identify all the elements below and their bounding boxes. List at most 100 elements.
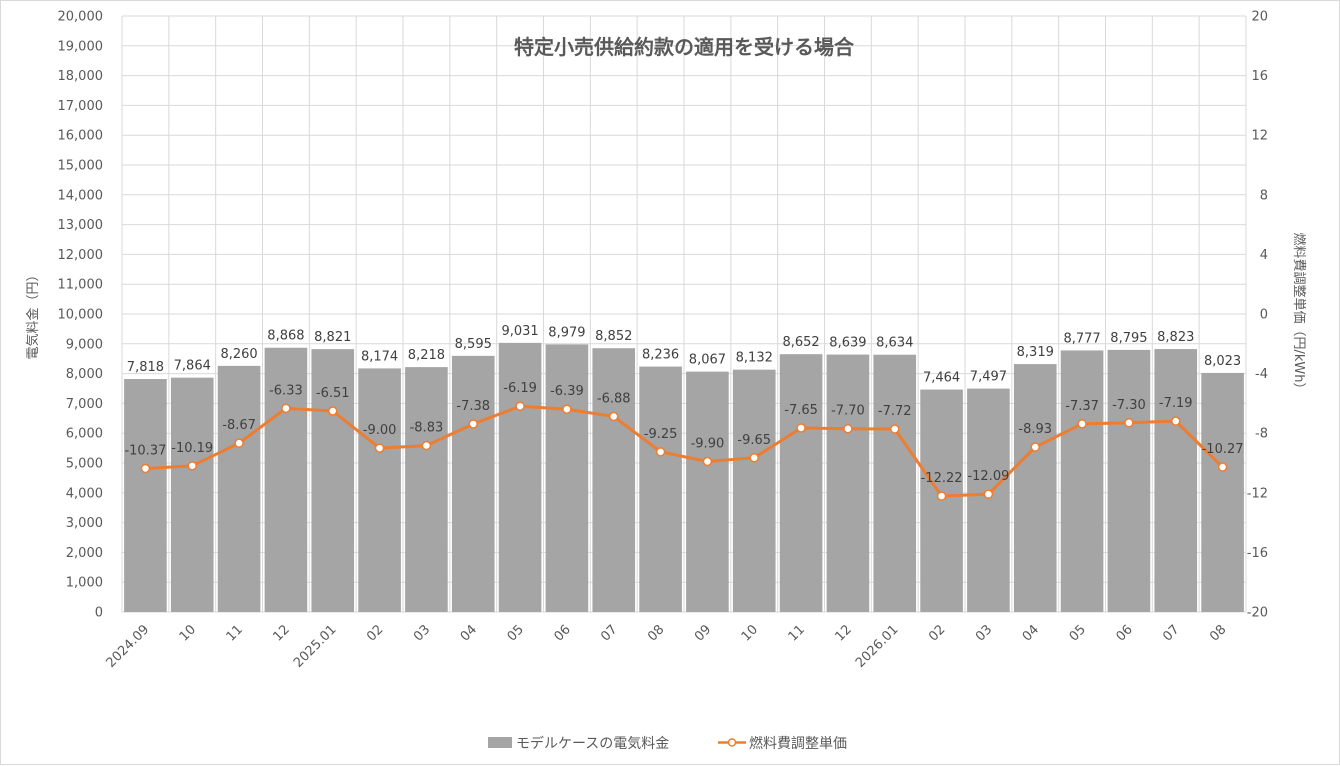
line-value-label: -6.33 [269,383,303,398]
bar [545,344,589,612]
bar [1013,364,1057,612]
y-tick-label: 20,000 [58,10,104,25]
line-value-label: -7.38 [456,399,490,414]
y-tick-label: 17,000 [58,99,104,114]
y2-tick-label: -16 [1247,546,1268,561]
x-tick-label: 10 [177,622,199,644]
line-point [843,423,853,434]
legend-line-label: 燃料費調整単価 [749,735,847,752]
bar-value-label: 8,319 [1017,345,1054,360]
bar-value-label: 8,218 [408,348,445,363]
line-point [702,456,713,467]
bar-value-label: 8,634 [876,336,913,351]
legend-bar-label: モデルケースの電気料金 [516,735,669,752]
bar [592,348,636,612]
line-value-label: -8.93 [1018,422,1052,437]
bar-value-label: 8,023 [1204,354,1241,369]
bar [1201,372,1244,612]
line-point [796,423,806,433]
line-point [281,403,291,414]
x-tick-label: 05 [1067,622,1089,644]
x-tick-label: 2024.09 [104,622,153,671]
y-tick-label: 18,000 [58,69,104,84]
y-tick-label: 9,000 [66,337,103,352]
line-point [468,419,478,429]
x-tick-label: 03 [411,622,433,644]
line-point [187,461,197,471]
line-point [421,440,432,451]
line-value-label: -7.19 [1159,396,1193,411]
y2-tick-label: -8 [1255,427,1268,442]
line-value-label: -8.67 [222,418,256,433]
x-tick-label: 12 [832,622,854,644]
bar [264,347,308,612]
x-tick-label: 05 [505,622,527,644]
line-value-label: -6.88 [597,392,631,407]
left-axis-ticks: 0 1,000 2,000 3,000 4,000 5,000 6,000 7,000 8,00… [58,10,104,621]
y-tick-label: 6,000 [66,427,103,442]
line-series [140,401,1228,501]
line-value-label: -12.22 [921,471,963,486]
bar-data-labels: 7,818 7,864 8,260 8,868 8,821 8,174 8,218 8,595… [127,324,1241,386]
line-value-label: -10.27 [1202,442,1244,457]
y2-tick-label: 20 [1251,10,1268,25]
line-point [1171,416,1181,426]
legend-line-marker [727,738,737,747]
y-tick-label: 2,000 [66,546,103,561]
bar-value-label: 7,497 [970,370,1007,385]
x-tick-label: 08 [1207,622,1229,644]
line-value-label: -10.37 [124,444,166,459]
x-tick-label: 10 [739,622,761,644]
x-tick-label: 09 [692,622,714,644]
y-tick-label: 3,000 [66,516,103,531]
y-tick-label: 12,000 [58,248,104,263]
bar-value-label: 8,174 [361,349,398,364]
line-value-label: -9.65 [737,433,771,448]
line-value-label: -6.39 [550,384,584,399]
y-tick-label: 10,000 [58,308,104,323]
line-value-label: -9.90 [691,437,725,452]
right-axis-ticks: -20 -16 -12 -8 -4 0 4 8 12 16 20 [1247,10,1268,621]
bar [358,368,401,612]
bar-value-label: 7,864 [174,359,211,374]
y2-tick-label: 4 [1260,248,1268,263]
bar-value-label: 8,823 [1157,330,1194,345]
y2-tick-label: 16 [1251,69,1268,84]
bar-value-label: 8,236 [642,348,679,363]
bar-value-label: 9,031 [501,324,538,339]
bar [1154,349,1198,612]
x-tick-label: 03 [973,622,995,644]
line-point [655,447,666,457]
line-point [1217,462,1228,472]
x-tick-label: 12 [270,622,292,644]
line-point [1124,418,1134,428]
bar [1107,349,1151,612]
x-tick-label: 07 [1160,622,1182,644]
line-point [374,443,385,453]
line-value-label: -7.65 [784,403,818,418]
bar [311,349,355,612]
x-tick-label: 06 [1113,622,1135,644]
x-tick-label: 04 [458,622,480,644]
line-data-labels: -10.37 -10.19 -8.67 -6.33 -6.51 -9.00 -8.83 -7.… [124,381,1243,486]
y2-tick-label: -20 [1247,606,1268,621]
bar-value-label: 8,821 [314,330,351,345]
y-tick-label: 13,000 [58,218,104,233]
line-point [890,424,900,434]
line-point [1030,442,1040,452]
bar-value-label: 8,132 [736,351,773,366]
y-tick-label: 5,000 [66,457,103,472]
bar [873,354,917,612]
bar [779,354,823,612]
bar-value-label: 7,818 [127,360,164,375]
line-point [749,453,759,463]
line-value-label: -10.19 [171,441,213,456]
bar-value-label: 8,260 [220,347,257,362]
bar-value-label: 8,652 [782,335,819,350]
x-tick-label: 04 [1020,622,1042,644]
y-tick-label: 4,000 [66,486,103,501]
y-tick-label: 19,000 [58,39,104,54]
y2-tick-label: -12 [1247,486,1268,501]
